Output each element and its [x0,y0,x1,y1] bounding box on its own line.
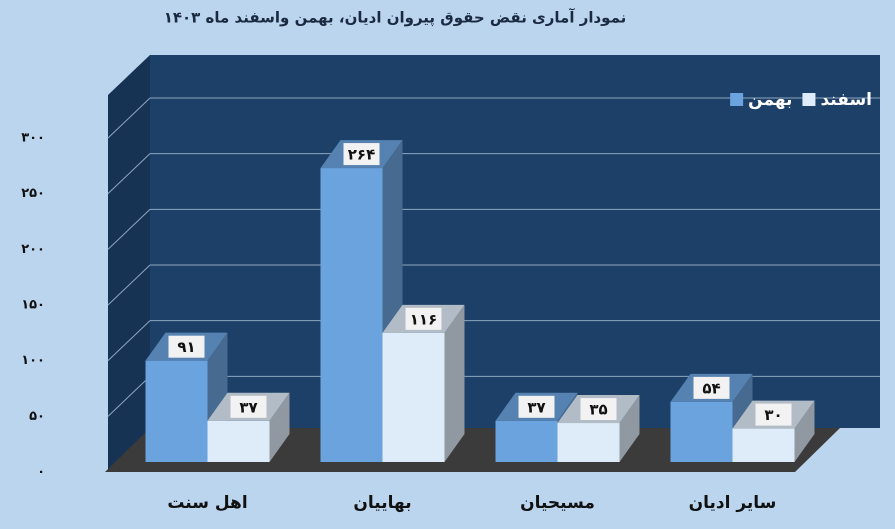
value-label-box [518,395,555,418]
bar-side [444,304,465,462]
floor [105,428,840,472]
bar [382,304,465,462]
grid-line [107,97,151,139]
y-tick-label: ۳۰۰ [21,131,45,146]
grid-line [107,375,151,417]
grid-line [107,264,151,306]
value-label-box [343,143,380,166]
bar-front [382,332,445,462]
bar-front [557,423,620,462]
bar-side [794,400,815,462]
grid-line [107,208,151,250]
value-label: ۳۷ [239,398,257,416]
bar-front [320,168,383,462]
value-label-box [405,307,442,330]
x-tick-label: سایر ادیان [689,493,777,513]
grid-line [107,320,151,362]
legend-label: اسفند [820,90,872,110]
bar-front [145,360,208,462]
side-wall [108,55,150,472]
y-tick-label: ۰ [37,465,45,480]
value-label: ۲۶۴ [348,146,375,164]
value-label: ۹۱ [177,338,195,356]
bar-front [207,420,270,462]
x-tick-label: مسیحیان [520,493,595,513]
back-wall [150,55,880,428]
grid-line [107,153,151,195]
bar-front [495,420,558,462]
y-tick-label: ۱۵۰ [21,298,45,313]
bar-front [670,401,733,462]
bar-side [619,395,640,462]
value-label: ۳۷ [527,398,545,416]
y-tick-label: ۱۰۰ [21,353,45,368]
value-label: ۵۴ [702,379,720,397]
value-label-box [168,335,205,358]
value-label: ۳۰ [764,406,782,424]
value-label: ۱۱۶ [410,310,437,328]
value-label-box [580,398,617,421]
y-tick-label: ۲۰۰ [21,242,45,257]
value-label: ۳۵ [589,401,607,419]
bar [557,395,640,462]
legend-label: بهمن [748,90,792,110]
value-label-box [755,403,792,426]
x-tick-label: بهاییان [353,493,411,513]
legend-swatch [730,93,744,106]
y-tick-label: ۲۵۰ [21,186,45,201]
value-label-box [693,376,730,399]
value-label-box [230,395,267,418]
bar [732,400,815,462]
legend-swatch [802,93,816,106]
bar-front [732,428,795,462]
y-tick-label: ۵۰ [29,409,45,424]
bar-side [269,392,290,462]
chart-title: نمودار آماری نقض حقوق پیروان ادیان، بهمن… [164,9,627,28]
x-tick-label: اهل سنت [167,493,247,513]
